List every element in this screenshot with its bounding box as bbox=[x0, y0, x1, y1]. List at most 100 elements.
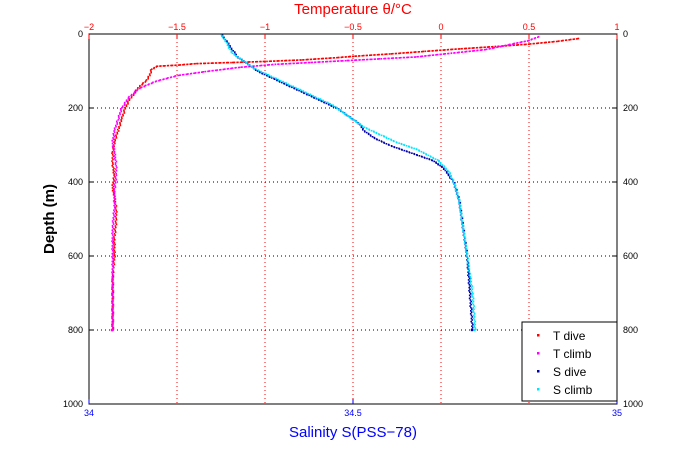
data-point bbox=[127, 103, 129, 105]
data-point bbox=[488, 48, 491, 50]
data-point bbox=[113, 197, 115, 199]
data-point bbox=[470, 320, 472, 323]
data-point bbox=[133, 91, 136, 94]
data-point bbox=[293, 87, 296, 90]
data-point bbox=[465, 50, 467, 53]
data-point bbox=[348, 55, 351, 58]
data-point bbox=[486, 46, 489, 48]
data-point bbox=[325, 102, 328, 105]
data-point bbox=[112, 240, 115, 243]
data-point bbox=[466, 262, 469, 264]
data-point bbox=[413, 153, 416, 156]
data-point bbox=[112, 155, 115, 158]
data-point bbox=[403, 149, 406, 152]
data-point bbox=[295, 87, 297, 90]
data-point bbox=[403, 144, 406, 147]
data-point bbox=[297, 88, 299, 90]
data-point bbox=[320, 98, 322, 101]
data-point bbox=[467, 262, 470, 264]
data-point bbox=[457, 194, 459, 197]
data-point bbox=[431, 159, 434, 162]
data-point bbox=[439, 163, 442, 165]
data-point bbox=[114, 185, 116, 187]
data-point bbox=[112, 144, 115, 146]
data-point bbox=[113, 134, 115, 136]
data-point bbox=[350, 117, 352, 120]
data-point bbox=[136, 89, 138, 92]
data-point bbox=[177, 64, 180, 66]
data-point bbox=[442, 49, 445, 51]
data-point bbox=[268, 76, 271, 78]
data-point bbox=[259, 60, 261, 63]
data-point bbox=[262, 60, 265, 63]
data-point bbox=[312, 95, 315, 98]
data-point bbox=[469, 313, 472, 315]
data-point bbox=[405, 145, 408, 147]
data-point bbox=[463, 231, 465, 233]
data-point bbox=[116, 128, 119, 131]
data-point bbox=[529, 43, 532, 45]
data-point bbox=[471, 322, 473, 324]
data-point bbox=[114, 254, 116, 257]
data-point bbox=[111, 260, 114, 263]
data-point bbox=[487, 46, 490, 48]
data-point bbox=[114, 153, 117, 156]
data-point bbox=[115, 137, 118, 139]
data-point bbox=[261, 73, 264, 75]
data-point bbox=[119, 123, 121, 125]
data-point bbox=[114, 206, 117, 209]
legend-marker bbox=[537, 352, 540, 355]
data-point bbox=[468, 274, 471, 277]
data-point bbox=[467, 268, 469, 270]
data-point bbox=[300, 62, 302, 64]
data-point bbox=[232, 61, 235, 64]
data-point bbox=[111, 316, 113, 318]
data-point bbox=[470, 286, 473, 289]
data-point bbox=[361, 55, 363, 57]
data-point bbox=[512, 42, 515, 45]
data-point bbox=[248, 65, 250, 68]
data-point bbox=[286, 84, 288, 87]
data-point bbox=[214, 69, 217, 72]
data-point bbox=[449, 173, 451, 176]
data-point bbox=[468, 277, 471, 280]
data-point bbox=[322, 57, 325, 60]
data-point bbox=[111, 142, 114, 145]
data-point bbox=[467, 260, 470, 263]
data-point bbox=[145, 80, 147, 82]
data-point bbox=[516, 42, 519, 44]
data-point bbox=[307, 61, 310, 64]
data-point bbox=[385, 53, 387, 55]
data-point bbox=[116, 131, 118, 134]
data-point bbox=[473, 313, 476, 315]
data-point bbox=[223, 38, 225, 40]
data-point bbox=[336, 56, 338, 59]
data-point bbox=[113, 218, 115, 221]
data-point bbox=[473, 322, 476, 324]
data-point bbox=[324, 100, 327, 103]
data-point bbox=[111, 187, 114, 189]
data-point bbox=[313, 58, 315, 60]
data-point bbox=[374, 58, 377, 60]
data-point bbox=[467, 263, 470, 266]
data-point bbox=[446, 49, 449, 51]
data-point bbox=[344, 59, 347, 62]
data-point bbox=[359, 59, 361, 61]
data-point bbox=[284, 63, 287, 65]
data-point bbox=[512, 44, 515, 47]
data-point bbox=[471, 302, 474, 304]
data-point bbox=[114, 225, 117, 227]
data-point bbox=[464, 246, 467, 249]
data-point bbox=[406, 51, 409, 54]
data-point bbox=[253, 68, 255, 70]
data-point bbox=[373, 137, 376, 140]
data-point bbox=[317, 61, 319, 63]
data-point bbox=[407, 56, 410, 59]
data-point bbox=[112, 274, 115, 277]
top-tick-label: −1 bbox=[260, 22, 270, 32]
data-point bbox=[302, 59, 304, 61]
data-point bbox=[114, 201, 117, 203]
data-point bbox=[115, 174, 118, 177]
data-point bbox=[235, 53, 237, 56]
data-point bbox=[111, 256, 113, 258]
